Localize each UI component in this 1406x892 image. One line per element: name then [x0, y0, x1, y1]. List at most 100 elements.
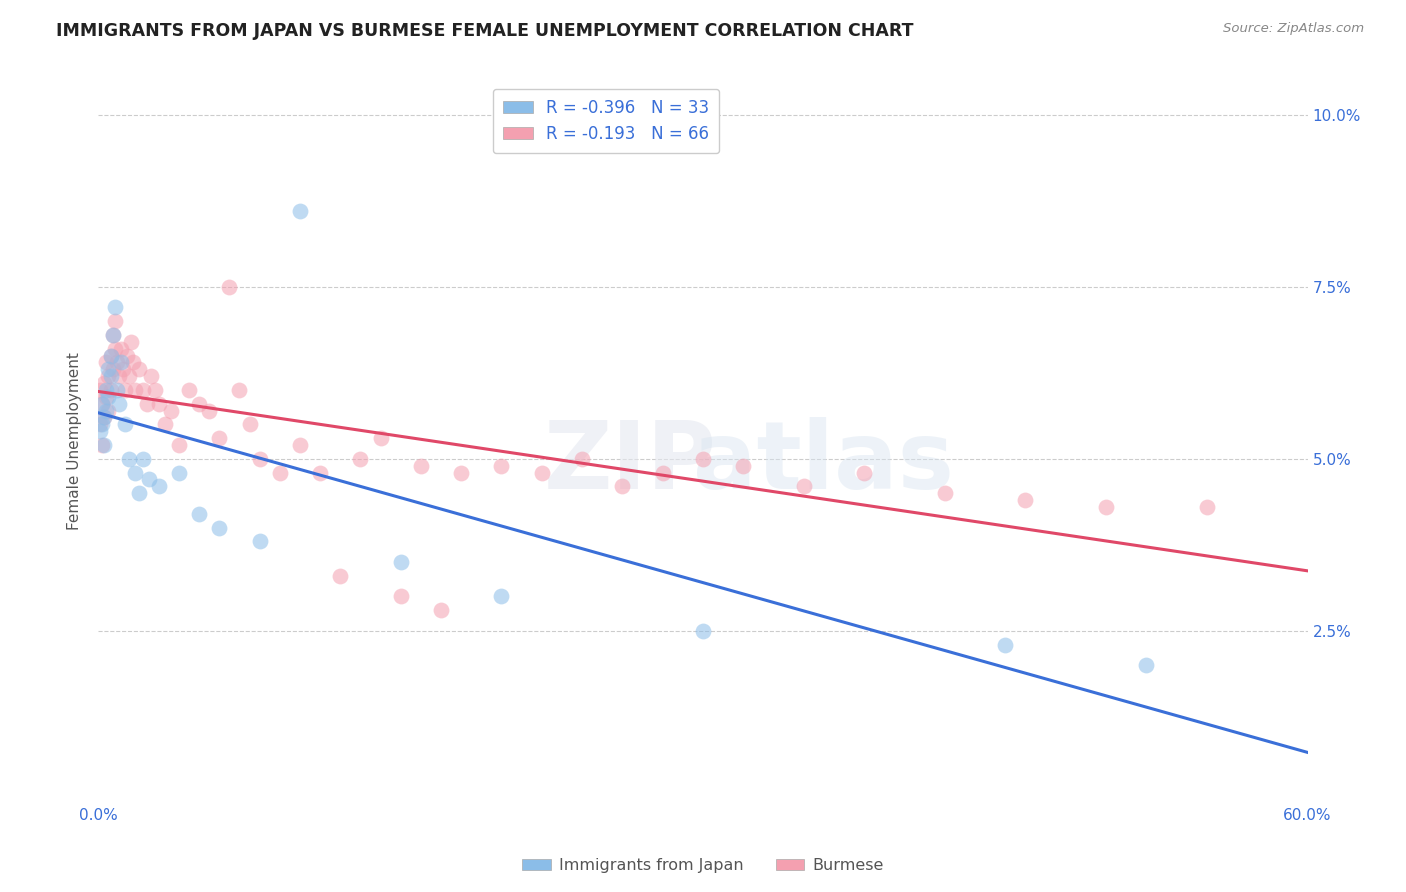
Point: [409, 458, 432, 473]
Point: [309, 466, 332, 480]
Point: [103, 314, 125, 328]
Point: [329, 568, 352, 582]
Point: [530, 466, 553, 480]
Point: [269, 466, 291, 480]
Point: [179, 383, 201, 397]
Point: [132, 451, 155, 466]
Point: [249, 534, 271, 549]
Point: [389, 555, 412, 569]
Point: [138, 472, 160, 486]
Text: IMMIGRANTS FROM JAPAN VS BURMESE FEMALE UNEMPLOYMENT CORRELATION CHART: IMMIGRANTS FROM JAPAN VS BURMESE FEMALE …: [56, 22, 914, 40]
Point: [1095, 500, 1118, 514]
Point: [128, 486, 150, 500]
Point: [91, 397, 114, 411]
Point: [793, 479, 815, 493]
Point: [114, 417, 136, 432]
Point: [107, 369, 129, 384]
Point: [97, 390, 120, 404]
Point: [91, 417, 114, 432]
Point: [128, 362, 150, 376]
Point: [93, 410, 115, 425]
Point: [118, 369, 141, 384]
Point: [288, 438, 311, 452]
Point: [100, 369, 122, 384]
Point: [198, 403, 221, 417]
Y-axis label: Female Unemployment: Female Unemployment: [67, 352, 83, 531]
Point: [100, 383, 122, 397]
Point: [96, 383, 118, 397]
Point: [89, 424, 111, 438]
Point: [100, 349, 122, 363]
Point: [93, 410, 115, 425]
Point: [491, 458, 513, 473]
Point: [101, 362, 124, 376]
Point: [1014, 493, 1036, 508]
Point: [612, 479, 634, 493]
Point: [135, 397, 157, 411]
Point: [692, 451, 714, 466]
Point: [132, 383, 155, 397]
Point: [96, 390, 118, 404]
Point: [389, 590, 412, 604]
Point: [97, 369, 120, 384]
Point: [97, 362, 120, 376]
Point: [148, 397, 170, 411]
Point: [93, 438, 115, 452]
Point: [103, 342, 125, 356]
Point: [115, 349, 138, 363]
Point: [370, 431, 392, 445]
Point: [571, 451, 593, 466]
Point: [121, 355, 143, 369]
Point: [430, 603, 453, 617]
Point: [349, 451, 371, 466]
Point: [239, 417, 262, 432]
Point: [91, 397, 114, 411]
Point: [105, 383, 128, 397]
Point: [118, 451, 141, 466]
Point: [105, 355, 128, 369]
Point: [89, 383, 111, 397]
Point: [139, 369, 162, 384]
Legend: R = -0.396   N = 33, R = -0.193   N = 66: R = -0.396 N = 33, R = -0.193 N = 66: [494, 88, 720, 153]
Point: [167, 438, 190, 452]
Point: [120, 334, 142, 349]
Point: [91, 438, 114, 452]
Point: [107, 397, 129, 411]
Point: [124, 383, 146, 397]
Point: [110, 342, 132, 356]
Point: [450, 466, 472, 480]
Point: [1135, 658, 1157, 673]
Point: [188, 397, 211, 411]
Point: [733, 458, 755, 473]
Point: [208, 520, 231, 534]
Point: [160, 403, 183, 417]
Point: [188, 507, 211, 521]
Legend: Immigrants from Japan, Burmese: Immigrants from Japan, Burmese: [516, 852, 890, 880]
Point: [994, 638, 1017, 652]
Point: [96, 403, 118, 417]
Text: Source: ZipAtlas.com: Source: ZipAtlas.com: [1223, 22, 1364, 36]
Point: [167, 466, 190, 480]
Point: [124, 466, 146, 480]
Point: [228, 383, 250, 397]
Point: [288, 204, 311, 219]
Point: [110, 355, 132, 369]
Point: [249, 451, 271, 466]
Point: [101, 327, 124, 342]
Point: [97, 403, 120, 417]
Point: [153, 417, 176, 432]
Point: [148, 479, 170, 493]
Point: [208, 431, 231, 445]
Point: [218, 279, 240, 293]
Point: [96, 355, 118, 369]
Point: [934, 486, 956, 500]
Text: atlas: atlas: [693, 417, 955, 509]
Point: [143, 383, 166, 397]
Point: [101, 327, 124, 342]
Point: [114, 383, 136, 397]
Point: [853, 466, 876, 480]
Text: ZIP: ZIP: [544, 417, 717, 509]
Point: [1195, 500, 1218, 514]
Point: [692, 624, 714, 638]
Point: [491, 590, 513, 604]
